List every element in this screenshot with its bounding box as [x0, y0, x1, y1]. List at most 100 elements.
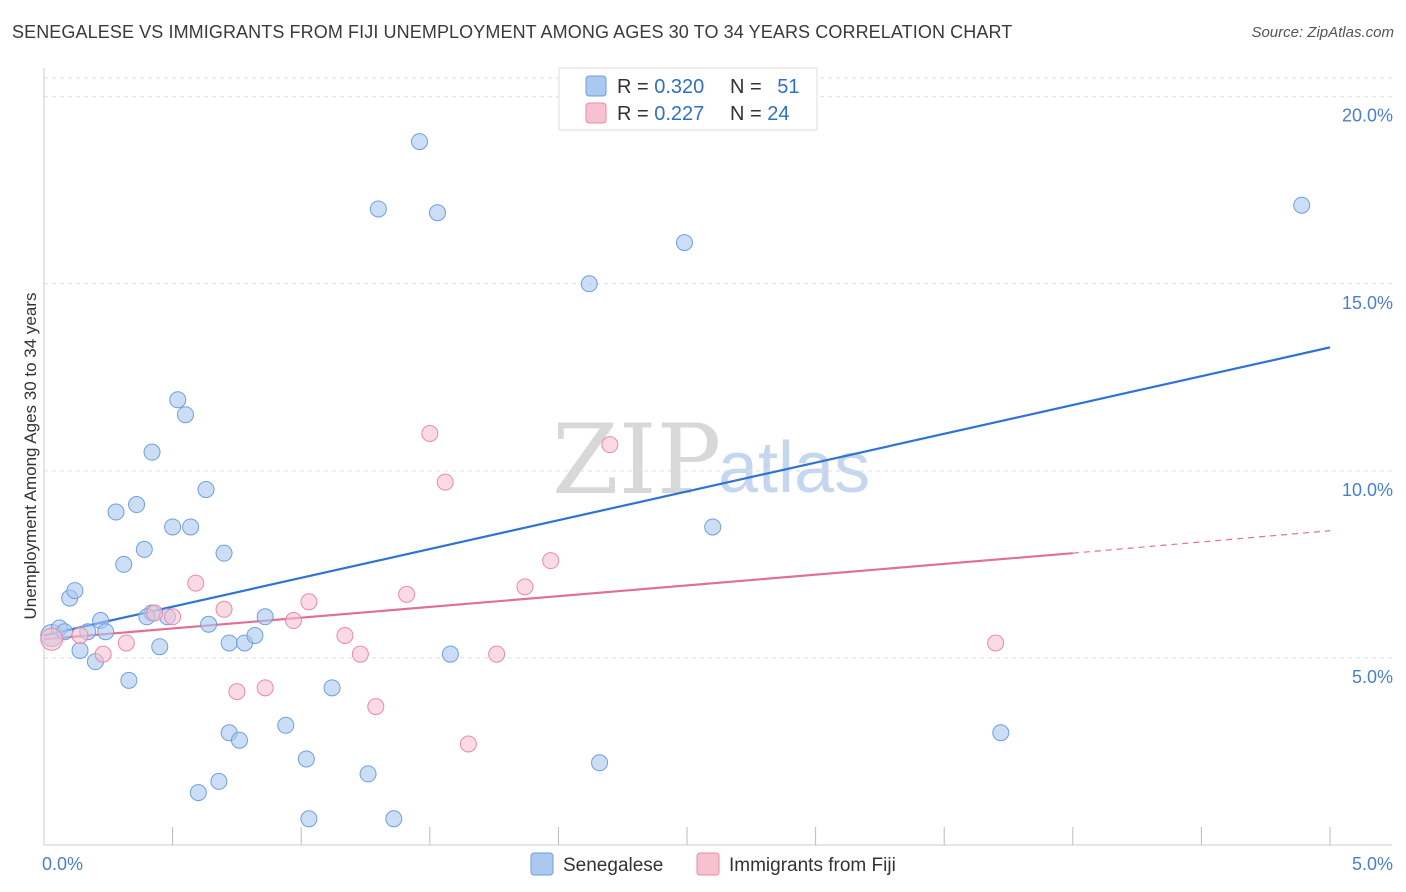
point-senegalese-37	[323, 679, 341, 697]
series-legend: Senegalese Immigrants from Fiji	[530, 852, 896, 876]
trend-line-fiji	[43, 552, 1073, 641]
point-fiji-15	[398, 585, 416, 603]
point-senegalese-47	[704, 518, 722, 536]
gridlines	[44, 77, 1392, 659]
legend-n-label-2: N =	[730, 103, 767, 125]
point-senegalese-30	[230, 731, 248, 749]
point-senegalese-42	[429, 204, 447, 222]
point-senegalese-32	[246, 626, 264, 644]
point-fiji-1	[71, 626, 89, 644]
point-senegalese-25	[200, 615, 218, 633]
point-senegalese-34	[277, 716, 295, 734]
point-fiji-20	[516, 578, 534, 596]
point-senegalese-23	[189, 784, 207, 802]
point-fiji-23	[987, 634, 1005, 652]
point-fiji-3	[117, 634, 135, 652]
x-tick-labels: 0.0% 5.0%	[42, 854, 1393, 874]
point-senegalese-48	[992, 724, 1010, 742]
point-senegalese-36	[300, 810, 318, 828]
point-fiji-10	[284, 612, 302, 630]
y-tick-label-2: 15.0%	[1342, 293, 1393, 313]
x-tick-label-1: 5.0%	[1352, 854, 1393, 874]
y-tick-label-0: 5.0%	[1352, 667, 1393, 687]
point-senegalese-10	[107, 503, 125, 521]
trend-line-senegalese	[43, 346, 1331, 637]
point-senegalese-13	[128, 496, 146, 514]
point-senegalese-27	[215, 544, 233, 562]
legend-swatch-fiji	[585, 102, 607, 124]
watermark-zip: ZIP	[552, 404, 721, 516]
point-senegalese-49	[1293, 196, 1311, 214]
point-fiji-0	[40, 627, 64, 651]
point-senegalese-12	[120, 671, 138, 689]
chart-title: SENEGALESE VS IMMIGRANTS FROM FIJI UNEMP…	[12, 22, 1013, 42]
point-senegalese-44	[580, 275, 598, 293]
point-senegalese-4	[66, 582, 84, 600]
point-senegalese-39	[369, 200, 387, 218]
point-senegalese-43	[441, 645, 459, 663]
legend-r-label-2: R =	[617, 103, 654, 125]
point-senegalese-9	[97, 623, 115, 641]
legend-n-value-1: 51	[777, 76, 799, 98]
point-fiji-9	[256, 679, 274, 697]
legend-row-2: R = 0.227	[617, 103, 704, 125]
point-senegalese-33	[256, 608, 274, 626]
point-fiji-19	[488, 645, 506, 663]
point-senegalese-45	[591, 754, 609, 772]
watermark: ZIP atlas	[552, 404, 870, 516]
point-senegalese-29	[220, 634, 238, 652]
legend-r-value-1: 0.320	[654, 76, 704, 98]
y-tick-label-3: 20.0%	[1342, 106, 1393, 126]
point-senegalese-35	[297, 750, 315, 768]
series-legend-label-senegalese: Senegalese	[563, 855, 663, 876]
legend-row-1: R = 0.320	[617, 76, 704, 98]
point-senegalese-17	[151, 638, 169, 656]
point-senegalese-20	[169, 391, 187, 409]
point-fiji-17	[436, 473, 454, 491]
point-fiji-18	[459, 735, 477, 753]
series-legend-label-fiji: Immigrants from Fiji	[729, 855, 896, 876]
point-fiji-21	[542, 552, 560, 570]
point-fiji-13	[351, 645, 369, 663]
legend-r-label-1: R =	[617, 76, 654, 98]
point-fiji-6	[187, 574, 205, 592]
legend-row-1-n: N = 51	[730, 76, 800, 98]
point-senegalese-38	[359, 765, 377, 783]
y-tick-label-1: 10.0%	[1342, 480, 1393, 500]
point-senegalese-11	[115, 555, 133, 573]
point-fiji-5	[164, 608, 182, 626]
point-fiji-12	[336, 626, 354, 644]
y-axis-label: Unemployment Among Ages 30 to 34 years	[21, 293, 40, 620]
point-senegalese-24	[197, 481, 215, 499]
legend-r-value-2: 0.227	[654, 103, 704, 125]
point-fiji-2	[94, 645, 112, 663]
legend-n-label-1: N =	[730, 76, 767, 98]
legend-n-value-2: 24	[767, 103, 789, 125]
point-senegalese-21	[176, 406, 194, 424]
point-senegalese-16	[143, 443, 161, 461]
point-senegalese-5	[71, 641, 89, 659]
point-senegalese-26	[210, 772, 228, 790]
source-label: Source: ZipAtlas.com	[1251, 24, 1394, 41]
legend-swatch-senegalese	[585, 75, 607, 97]
series-legend-swatch-senegalese	[530, 852, 554, 876]
series-legend-swatch-fiji	[696, 852, 720, 876]
axes	[43, 68, 1392, 846]
point-fiji-4	[146, 604, 164, 622]
x-tick-label-0: 0.0%	[42, 854, 83, 874]
point-fiji-7	[215, 600, 233, 618]
point-fiji-16	[421, 424, 439, 442]
point-fiji-14	[367, 698, 385, 716]
point-fiji-11	[300, 593, 318, 611]
point-senegalese-22	[182, 518, 200, 536]
point-fiji-8	[228, 683, 246, 701]
trend-line-fiji-extrapolated	[1072, 530, 1331, 554]
point-senegalese-41	[411, 133, 429, 151]
point-senegalese-14	[135, 540, 153, 558]
point-senegalese-40	[385, 810, 403, 828]
series-fiji-points	[40, 424, 1005, 753]
data-points	[40, 133, 1311, 828]
legend-row-2-n: N = 24	[730, 103, 790, 125]
point-senegalese-46	[675, 234, 693, 252]
